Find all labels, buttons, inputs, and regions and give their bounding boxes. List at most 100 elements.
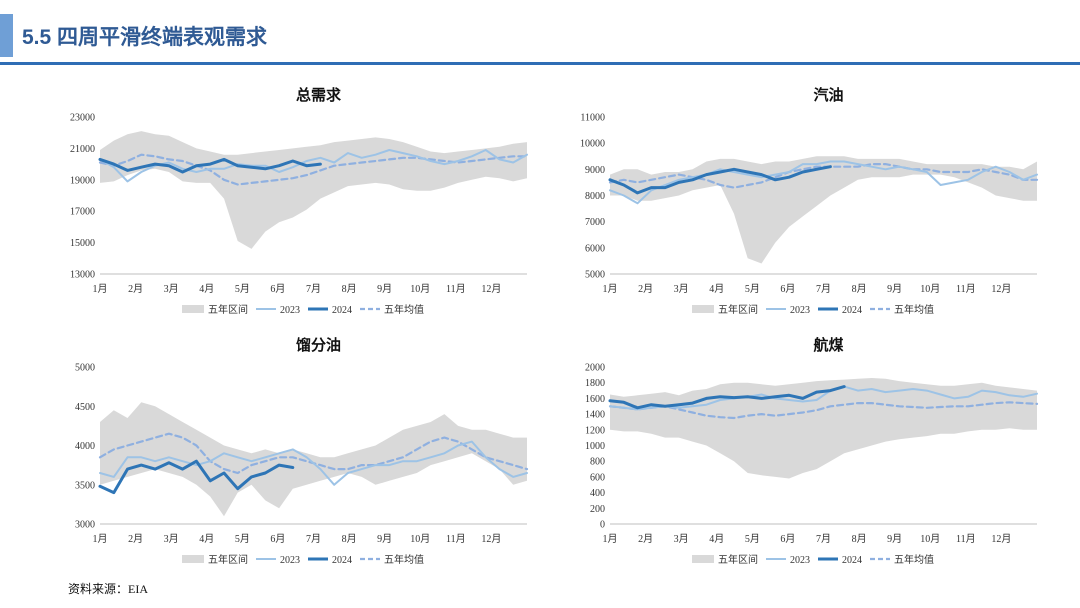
y-tick-label: 8000 — [585, 191, 605, 202]
x-tick-label: 8月 — [342, 283, 357, 295]
legend-label: 2024 — [332, 305, 352, 316]
x-tick-label: 3月 — [164, 533, 179, 545]
y-tick-label: 3500 — [75, 480, 95, 491]
legend-label: 五年均值 — [894, 553, 934, 566]
x-tick-label: 11月 — [956, 283, 976, 295]
legend-label: 五年均值 — [384, 553, 424, 566]
y-tick-label: 15000 — [70, 238, 95, 249]
legend-label: 五年区间 — [718, 553, 758, 566]
x-tick-label: 2月 — [128, 533, 143, 545]
x-tick-label: 5月 — [745, 533, 760, 545]
five-year-range-band — [610, 156, 1037, 264]
x-tick-label: 8月 — [852, 283, 867, 295]
y-tick-label: 9000 — [585, 165, 605, 176]
page-title: 5.5 四周平滑终端表观需求 — [22, 26, 268, 49]
legend-band-swatch — [182, 555, 204, 563]
x-tick-label: 8月 — [342, 533, 357, 545]
y-tick-label: 11000 — [580, 113, 605, 124]
y-tick-label: 7000 — [585, 217, 605, 228]
legend-label: 五年区间 — [718, 303, 758, 316]
y-tick-label: 4500 — [75, 402, 95, 413]
five-year-range-band — [610, 378, 1037, 479]
x-tick-label: 2月 — [638, 533, 653, 545]
y-tick-label: 19000 — [70, 175, 95, 186]
x-tick-label: 7月 — [306, 283, 321, 295]
five-year-range-band — [100, 402, 527, 517]
x-tick-label: 4月 — [709, 533, 724, 545]
x-tick-label: 7月 — [816, 533, 831, 545]
y-tick-label: 1200 — [585, 425, 605, 436]
x-tick-label: 10月 — [920, 283, 940, 295]
x-tick-label: 5月 — [235, 283, 250, 295]
y-tick-label: 2000 — [585, 363, 605, 374]
y-tick-label: 200 — [590, 504, 605, 515]
y-tick-label: 6000 — [585, 243, 605, 254]
x-tick-label: 12月 — [991, 533, 1011, 545]
x-tick-label: 4月 — [709, 283, 724, 295]
chart-title: 汽油 — [813, 86, 843, 104]
legend-label: 五年区间 — [208, 303, 248, 316]
y-tick-label: 3000 — [75, 520, 95, 531]
y-tick-label: 800 — [590, 457, 605, 468]
chart-jet-fuel: 航煤 0 200 400 600 800 1000 1200 1400 1600 1800 2000 1… — [585, 336, 1039, 566]
chart-title: 馏分油 — [295, 336, 341, 354]
legend-label: 五年均值 — [894, 303, 934, 316]
x-tick-label: 8月 — [852, 533, 867, 545]
x-tick-label: 12月 — [991, 283, 1011, 295]
legend-label: 2023 — [280, 305, 300, 316]
x-tick-label: 10月 — [410, 283, 430, 295]
x-tick-label: 5月 — [745, 283, 760, 295]
series-2023 — [609, 385, 1038, 411]
x-tick-label: 9月 — [887, 533, 902, 545]
series-2024 — [98, 459, 295, 495]
y-tick-label: 0 — [600, 520, 605, 531]
x-tick-label: 11月 — [956, 533, 976, 545]
legend-label: 2024 — [842, 305, 862, 316]
y-tick-label: 400 — [590, 488, 605, 499]
y-tick-label: 13000 — [70, 270, 95, 281]
series-2024 — [98, 157, 322, 174]
series-2024 — [608, 165, 832, 195]
legend-label: 2024 — [842, 555, 862, 566]
legend-label: 2024 — [332, 555, 352, 566]
y-tick-label: 4000 — [75, 441, 95, 452]
y-tick-label: 1000 — [585, 441, 605, 452]
x-tick-label: 2月 — [128, 283, 143, 295]
y-tick-label: 1800 — [585, 378, 605, 389]
x-tick-label: 11月 — [446, 533, 466, 545]
chart-title: 总需求 — [296, 86, 342, 104]
legend-label: 五年均值 — [384, 303, 424, 316]
chart-gasoline: 汽油 5000 6000 7000 8000 9000 10000 11000 1月 2月 3月 4月… — [580, 86, 1039, 316]
y-tick-label: 1600 — [585, 394, 605, 405]
chart-title: 航煤 — [813, 336, 843, 354]
x-tick-label: 11月 — [446, 283, 466, 295]
x-tick-label: 4月 — [199, 283, 214, 295]
x-tick-label: 9月 — [377, 283, 392, 295]
chart-distillate: 馏分油 3000 3500 4000 4500 5000 1月 2月 3月 4月 5月 6月 7月 8月 9… — [75, 336, 529, 566]
x-tick-label: 10月 — [410, 533, 430, 545]
source-note: 资料来源：EIA — [68, 582, 148, 596]
header-accent-block — [0, 14, 13, 57]
x-tick-label: 1月 — [603, 533, 618, 545]
x-tick-label: 2月 — [638, 283, 653, 295]
x-tick-label: 10月 — [920, 533, 940, 545]
y-tick-label: 17000 — [70, 207, 95, 218]
y-tick-label: 5000 — [585, 270, 605, 281]
legend-band-swatch — [692, 305, 714, 313]
x-tick-label: 7月 — [306, 533, 321, 545]
y-tick-label: 23000 — [70, 113, 95, 124]
chart-total-demand: 总需求 13000 15000 17000 19000 21000 23000 1月 2月 3月 4… — [70, 86, 529, 316]
x-tick-label: 6月 — [270, 533, 285, 545]
series-2023 — [99, 149, 528, 183]
x-tick-label: 9月 — [377, 533, 392, 545]
legend-band-swatch — [182, 305, 204, 313]
x-tick-label: 6月 — [780, 533, 795, 545]
x-tick-label: 1月 — [603, 283, 618, 295]
x-tick-label: 3月 — [674, 283, 689, 295]
legend-label: 五年区间 — [208, 553, 248, 566]
x-tick-label: 3月 — [674, 533, 689, 545]
x-tick-label: 12月 — [481, 283, 501, 295]
x-tick-label: 4月 — [199, 533, 214, 545]
series-2023 — [99, 440, 528, 486]
x-tick-label: 9月 — [887, 283, 902, 295]
